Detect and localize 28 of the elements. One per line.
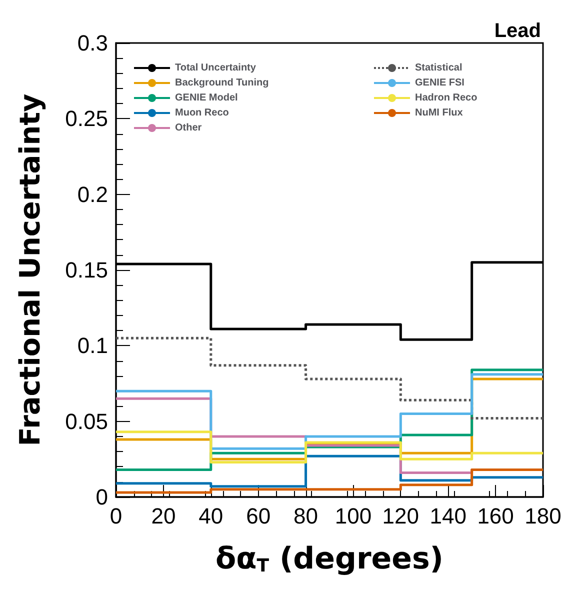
legend-label: Muon Reco: [175, 108, 229, 118]
x-tick-label: 100: [334, 504, 372, 528]
y-tick-label: 0.15: [65, 258, 108, 282]
y-tick-label: 0.25: [65, 106, 108, 132]
x-tick-label: 80: [294, 504, 318, 528]
legend-label: Other: [175, 122, 202, 134]
legend-label: Background Tuning: [175, 78, 269, 88]
y-tick-label: 0: [96, 484, 108, 510]
legend-label: Hadron Reco: [415, 92, 478, 104]
legend-label: GENIE FSI: [415, 78, 465, 88]
y-axis-title: Fractional Uncertainty: [14, 94, 46, 446]
x-tick-label: 20: [151, 504, 176, 528]
x-axis-title: δαT (degrees): [215, 542, 444, 576]
legend-label: Total Uncertainty: [175, 62, 256, 74]
legend-label: NuMI Flux: [415, 108, 464, 118]
chart-title: Lead: [494, 20, 542, 42]
y-tick-label: 0.1: [77, 333, 108, 358]
x-tick-label: 180: [524, 504, 562, 528]
legend-label: GENIE Model: [175, 92, 238, 104]
x-tick-label: 40: [198, 504, 224, 528]
x-tick-label: 60: [246, 504, 271, 528]
y-tick-label: 0.2: [77, 182, 108, 207]
y-tick-label: 0.05: [65, 408, 108, 434]
legend-label: Statistical: [415, 62, 462, 74]
y-tick-label: 0.3: [77, 30, 108, 56]
x-tick-label: 120: [382, 504, 420, 528]
x-tick-label: 160: [477, 504, 514, 528]
x-tick-label: 140: [430, 504, 466, 528]
